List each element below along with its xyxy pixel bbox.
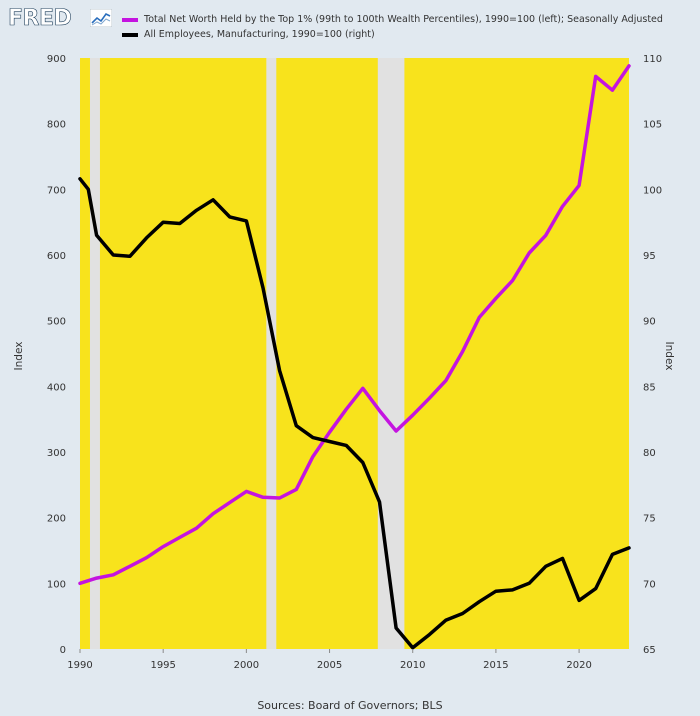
x-tick-label-5: 2015 bbox=[483, 660, 508, 671]
fred-logo-text: FRED bbox=[8, 6, 72, 32]
legend-label-series-1: Total Net Worth Held by the Top 1% (99th… bbox=[144, 14, 663, 25]
y-right-tick-label-2: 75 bbox=[643, 514, 656, 525]
x-tick-label-0: 1990 bbox=[67, 660, 92, 671]
x-axis-ticks: 1990 1995 2000 2005 2010 2015 2020 bbox=[67, 649, 592, 671]
y-right-tick-label-5: 90 bbox=[643, 317, 656, 328]
x-tick-label-1: 1995 bbox=[150, 660, 175, 671]
legend-label-series-2: All Employees, Manufacturing, 1990=100 (… bbox=[144, 29, 375, 40]
fred-logo[interactable]: FRED bbox=[8, 6, 72, 32]
legend-swatch-series-2 bbox=[122, 33, 138, 37]
chart-header: FRED Total Net Worth Held by the Top 1% … bbox=[0, 0, 700, 48]
y-left-tick-label-1: 100 bbox=[47, 579, 66, 590]
plot-background bbox=[80, 58, 629, 649]
recession-gap-0 bbox=[89, 58, 100, 649]
recession-gaps bbox=[89, 58, 405, 649]
y-left-tick-label-5: 500 bbox=[47, 317, 66, 328]
y-right-tick-label-4: 85 bbox=[643, 382, 656, 393]
x-tick-label-2: 2000 bbox=[234, 660, 259, 671]
y-right-tick-label-1: 70 bbox=[643, 579, 656, 590]
x-tick-label-6: 2020 bbox=[566, 660, 591, 671]
y-left-tick-label-8: 800 bbox=[47, 120, 66, 131]
series-line-2[interactable] bbox=[78, 177, 631, 650]
x-tick-label-4: 2010 bbox=[400, 660, 425, 671]
y-left-tick-label-9: 900 bbox=[47, 54, 66, 65]
y-left-tick-label-2: 200 bbox=[47, 514, 66, 525]
y-right-tick-label-3: 80 bbox=[643, 448, 656, 459]
y-left-tick-label-0: 0 bbox=[60, 645, 66, 656]
y-right-tick-label-8: 105 bbox=[643, 120, 662, 131]
chart-legend: Total Net Worth Held by the Top 1% (99th… bbox=[122, 12, 692, 42]
legend-item-series-2[interactable]: All Employees, Manufacturing, 1990=100 (… bbox=[122, 27, 692, 42]
series-lines[interactable] bbox=[78, 64, 631, 650]
legend-swatch-series-1 bbox=[122, 18, 138, 22]
y-right-axis-ticks: 65 70 75 80 85 90 95 100 105 110 bbox=[643, 54, 662, 656]
y-left-axis-ticks: 0 100 200 300 400 500 600 700 800 900 bbox=[47, 54, 66, 656]
legend-item-series-1[interactable]: Total Net Worth Held by the Top 1% (99th… bbox=[122, 12, 692, 27]
recession-gap-1 bbox=[266, 58, 277, 649]
recession-gap-2 bbox=[377, 58, 405, 649]
y-right-tick-label-7: 100 bbox=[643, 185, 662, 196]
y-left-tick-label-3: 300 bbox=[47, 448, 66, 459]
y-left-tick-label-7: 700 bbox=[47, 185, 66, 196]
chart-source: Sources: Board of Governors; BLS bbox=[257, 699, 443, 712]
fred-chart-icon bbox=[90, 9, 112, 27]
y-right-tick-label-0: 65 bbox=[643, 645, 656, 656]
y-right-axis-title: Index bbox=[663, 342, 675, 371]
y-left-tick-label-4: 400 bbox=[47, 382, 66, 393]
y-left-axis-title: Index bbox=[13, 342, 25, 371]
x-tick-label-3: 2005 bbox=[317, 660, 342, 671]
y-right-tick-label-9: 110 bbox=[643, 54, 662, 65]
y-right-tick-label-6: 95 bbox=[643, 251, 656, 262]
y-left-tick-label-6: 600 bbox=[47, 251, 66, 262]
series-line-1[interactable] bbox=[78, 64, 631, 586]
plot-fill bbox=[80, 58, 629, 649]
